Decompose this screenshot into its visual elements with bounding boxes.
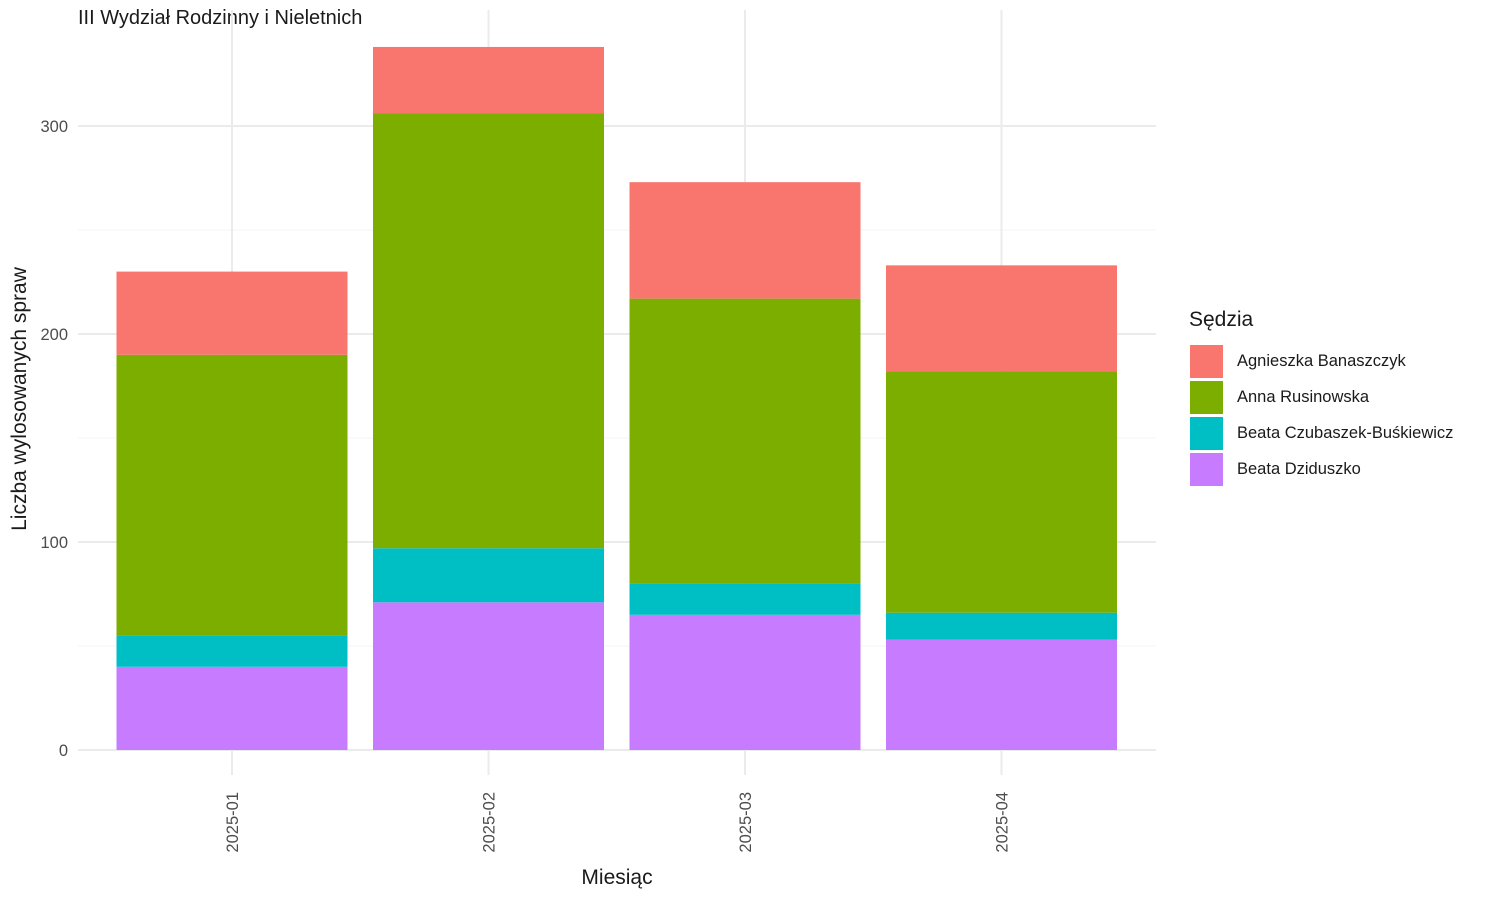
legend: Sędzia Agnieszka Banaszczyk Anna Rusinows… [1189, 308, 1453, 487]
y-tick-label: 300 [40, 118, 68, 136]
bar-segment-anna-rusinowska [373, 113, 604, 549]
y-tick-label: 200 [40, 326, 68, 344]
tick-labels: 0 100 200 300 2025-01 2025-02 2025-03 2025-04 [40, 118, 1011, 853]
bar-segment-beata-czubaszek-buskiewicz [629, 583, 861, 615]
legend-label: Beata Dziduszko [1237, 459, 1361, 478]
legend-key-swatch [1190, 344, 1223, 378]
legend-item: Beata Dziduszko [1189, 451, 1453, 487]
legend-label: Anna Rusinowska [1237, 387, 1370, 406]
bar-segment-beata-czubaszek-buskiewicz [116, 635, 348, 667]
legend-item: Agnieszka Banaszczyk [1189, 343, 1453, 379]
bar-segment-beata-czubaszek-buskiewicz [373, 548, 604, 603]
bar-segment-agnieszka-banaszczyk [373, 46, 604, 114]
y-axis-title: Liczba wylosowanych spraw [8, 267, 31, 531]
bar-segment-beata-czubaszek-buskiewicz [886, 612, 1117, 640]
legend-items: Agnieszka Banaszczyk Anna Rusinowska Beata… [1189, 343, 1453, 487]
x-tick-label: 2025-01 [224, 792, 242, 853]
bar-segment-anna-rusinowska [629, 298, 861, 584]
bar-segment-beata-dziduszko [886, 639, 1117, 750]
chart-title: III Wydział Rodzinny i Nieletnich [78, 7, 363, 29]
bar-segment-beata-dziduszko [116, 666, 348, 750]
y-tick-label: 0 [59, 742, 68, 760]
bar-segment-anna-rusinowska [886, 371, 1117, 613]
bar-segment-agnieszka-banaszczyk [116, 271, 348, 355]
bars [116, 46, 1117, 750]
legend-item: Beata Czubaszek-Buśkiewicz [1189, 415, 1453, 451]
x-tick-label: 2025-03 [737, 792, 755, 853]
bar-segment-beata-dziduszko [373, 602, 604, 750]
x-tick-label: 2025-02 [481, 792, 499, 853]
legend-key-swatch [1190, 416, 1223, 450]
legend-key-swatch [1190, 452, 1223, 486]
x-axis-title: Miesiąc [581, 866, 653, 889]
legend-title: Sędzia [1189, 308, 1254, 331]
bar-segment-beata-dziduszko [629, 614, 861, 750]
legend-key-swatch [1190, 380, 1223, 414]
bar-segment-agnieszka-banaszczyk [886, 265, 1117, 372]
legend-item: Anna Rusinowska [1189, 379, 1453, 415]
bar-segment-anna-rusinowska [116, 354, 348, 636]
legend-label: Agnieszka Banaszczyk [1237, 351, 1406, 370]
bar-segment-agnieszka-banaszczyk [629, 182, 861, 299]
y-tick-label: 100 [40, 534, 68, 552]
legend-label: Beata Czubaszek-Buśkiewicz [1237, 423, 1454, 442]
x-tick-label: 2025-04 [994, 792, 1012, 853]
